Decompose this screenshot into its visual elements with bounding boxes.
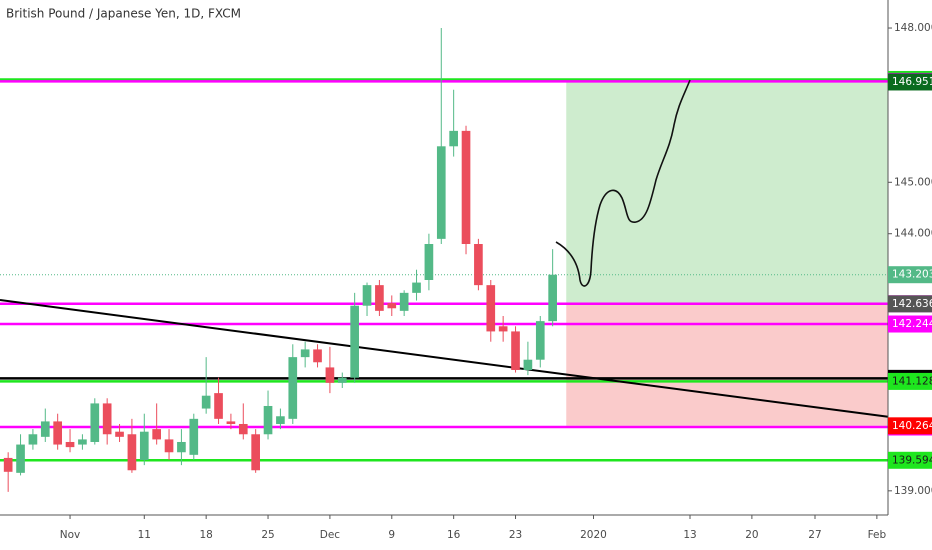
candle-body <box>288 357 298 419</box>
candle-body <box>127 434 137 471</box>
candle-body <box>535 321 545 360</box>
candle-body <box>449 130 458 147</box>
candle-body <box>53 421 62 445</box>
candle-body <box>139 431 149 460</box>
candle-body <box>362 285 372 306</box>
candle-body <box>350 305 359 378</box>
candle-body <box>399 292 409 311</box>
candle-body <box>152 429 161 440</box>
candle-body <box>325 367 335 383</box>
price-badge <box>888 451 932 469</box>
candle-body <box>263 405 273 435</box>
candle-body <box>201 395 211 409</box>
title-bg <box>0 0 250 26</box>
x-tick-label: 18 <box>199 529 212 541</box>
price-badge-label: 143.203 <box>892 269 932 281</box>
x-tick-label: Feb <box>868 529 887 541</box>
price-badge <box>888 295 932 313</box>
candle-body <box>498 326 508 332</box>
y-tick-label: 139.000 <box>894 485 932 497</box>
price-badge-label: 146.951 <box>892 76 932 88</box>
candle-body <box>337 377 347 383</box>
candle-body <box>523 359 533 370</box>
hand-drawing <box>555 79 691 287</box>
price-badge-label: 141.128 <box>892 375 932 387</box>
candle-body <box>16 444 25 473</box>
candle-body <box>300 349 310 358</box>
candle-body <box>436 146 446 239</box>
price-badge <box>888 266 932 284</box>
trendline <box>0 299 889 418</box>
candle-body <box>3 457 13 472</box>
candle-body <box>40 421 50 437</box>
candle-body <box>511 331 520 370</box>
target-zone <box>566 81 888 304</box>
candle-body <box>486 285 496 332</box>
candle-body <box>90 403 100 442</box>
x-tick-label: 20 <box>745 529 758 541</box>
x-tick-label: 25 <box>261 529 274 541</box>
y-tick-label: 145.000 <box>894 176 932 188</box>
price-badge-label: 142.244 <box>892 318 932 330</box>
candle-body <box>238 423 248 435</box>
candle-body <box>189 418 199 455</box>
x-tick-label: Nov <box>60 529 81 541</box>
x-tick-label: 13 <box>683 529 696 541</box>
y-tick-label: 148.000 <box>894 22 932 34</box>
candle-body <box>375 285 384 311</box>
candle-body <box>313 349 322 363</box>
price-badge-label: 140.264 <box>892 420 932 432</box>
x-tick-label: 16 <box>447 529 461 541</box>
candle-body <box>251 434 260 471</box>
x-tick-label: Dec <box>320 529 341 541</box>
candle-body <box>276 416 285 424</box>
price-badge <box>888 372 932 390</box>
candle-body <box>65 441 75 448</box>
candle-body <box>412 282 421 293</box>
x-tick-label: 11 <box>138 529 151 541</box>
plot-area <box>0 28 889 492</box>
candle-body <box>387 303 397 309</box>
candle-body <box>548 274 557 322</box>
candle-body <box>102 403 112 435</box>
chart-title: British Pound / Japanese Yen, 1D, FXCM <box>6 7 241 21</box>
price-badge <box>888 315 932 333</box>
stop-zone <box>566 303 888 426</box>
candle-body <box>164 439 174 453</box>
price-badge-label: 139.594 <box>892 454 932 466</box>
candle-body <box>78 439 87 445</box>
x-tick-label: 2020 <box>580 529 607 541</box>
x-tick-label: 27 <box>808 529 821 541</box>
price-badge-label: 142.636 <box>892 298 932 310</box>
price-badge <box>888 73 932 91</box>
candle-body <box>226 421 236 424</box>
candle-body <box>28 434 38 445</box>
candle-body <box>214 393 223 419</box>
price-badge <box>888 417 932 435</box>
x-tick-label: 9 <box>388 529 395 541</box>
candle-body <box>177 441 186 453</box>
candle-body <box>461 130 471 245</box>
y-tick-label: 144.000 <box>894 228 932 240</box>
candle-body <box>474 244 483 286</box>
candle-body <box>115 431 124 437</box>
x-tick-label: 23 <box>509 529 522 541</box>
candle-body <box>424 244 434 280</box>
